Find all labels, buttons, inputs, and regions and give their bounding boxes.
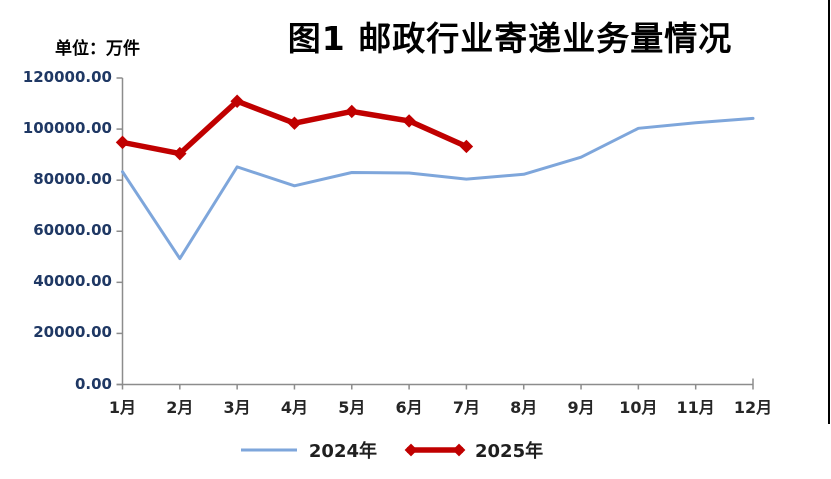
x-tick-label: 4月	[280, 398, 309, 417]
legend-line-sample	[240, 448, 297, 452]
x-tick-label: 5月	[338, 398, 366, 417]
legend-label: 2024年	[308, 441, 377, 462]
legend-item-2025年: 2025年	[403, 437, 543, 463]
y-axis-unit-label: 单位：万件	[55, 39, 140, 59]
x-tick-label: 6月	[395, 398, 423, 417]
chart-legend: 2024年 2025年	[0, 437, 780, 463]
image-right-border	[828, 0, 830, 424]
x-tick-label: 9月	[567, 398, 595, 417]
legend-label: 2025年	[475, 441, 544, 462]
x-tick-label: 11月	[676, 398, 715, 417]
x-tick-label: 3月	[223, 398, 251, 417]
y-tick-label: 80000.00	[33, 170, 112, 189]
y-tick-label: 40000.00	[33, 272, 112, 291]
x-tick-label: 7月	[452, 398, 480, 417]
legend-line-sample	[404, 443, 466, 457]
y-tick-label: 20000.00	[33, 323, 112, 342]
chart-title: 图1 邮政行业寄递业务量情况	[287, 19, 733, 58]
x-tick-label: 8月	[510, 398, 538, 417]
x-tick-label: 1月	[108, 398, 137, 417]
x-tick-label: 10月	[619, 398, 658, 417]
x-tick-label: 2月	[166, 398, 194, 417]
y-tick-label: 100000.00	[22, 119, 112, 138]
x-tick-label: 12月	[733, 398, 773, 417]
legend-diamond-marker	[452, 443, 466, 457]
series-line-2024年	[121, 116, 755, 261]
legend-diamond-marker	[404, 443, 418, 457]
diamond-marker	[345, 104, 359, 119]
legend-item-2024年: 2024年	[237, 437, 377, 463]
y-tick-label: 60000.00	[33, 221, 112, 240]
y-tick-label: 120000.00	[22, 68, 112, 86]
y-tick-label: 0.00	[74, 374, 112, 393]
diamond-marker	[115, 135, 130, 150]
